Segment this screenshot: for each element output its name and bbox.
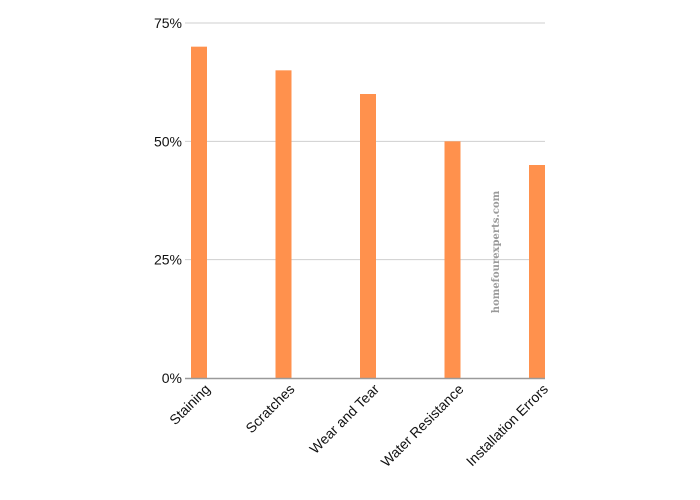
bar-staining [191, 46, 207, 379]
bars [191, 46, 545, 379]
y-tick-label: 0% [162, 370, 182, 386]
y-tick-label: 25% [154, 252, 182, 268]
bar-scratches [275, 70, 292, 378]
x-category-label: Scratches [242, 381, 297, 436]
y-tick-label: 75% [154, 15, 182, 31]
x-category-label: Installation Errors [463, 381, 551, 469]
x-category-label: Water Resistance [378, 381, 467, 470]
watermark-text: homefourexperts.com [491, 190, 502, 313]
y-tick-labels: 0% 25% 50% 75% [154, 15, 182, 386]
bar-water-resistance [444, 141, 461, 378]
bar-installation-errors [529, 165, 545, 378]
y-tick-label: 50% [154, 133, 182, 149]
x-category-label: Wear and Tear [306, 381, 382, 457]
bar-wear-and-tear [360, 94, 376, 378]
x-category-label: Staining [166, 381, 213, 428]
